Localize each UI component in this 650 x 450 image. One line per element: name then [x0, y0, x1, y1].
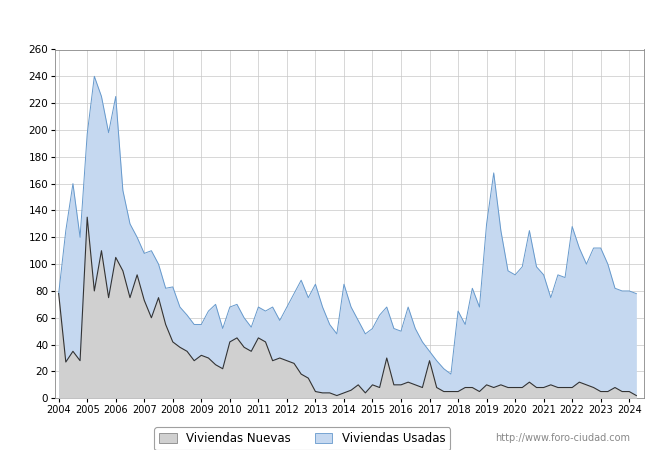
Text: Olot - Evolucion del Nº de Transacciones Inmobiliarias: Olot - Evolucion del Nº de Transacciones…: [119, 14, 531, 29]
Legend: Viviendas Nuevas, Viviendas Usadas: Viviendas Nuevas, Viviendas Usadas: [155, 428, 450, 450]
Text: http://www.foro-ciudad.com: http://www.foro-ciudad.com: [495, 433, 630, 443]
